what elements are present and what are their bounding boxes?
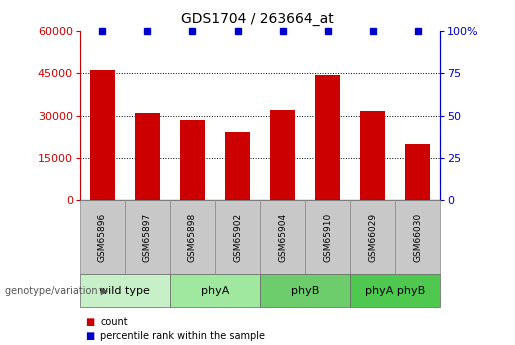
Text: GSM65904: GSM65904 <box>278 213 287 262</box>
Text: GSM65898: GSM65898 <box>188 213 197 262</box>
Text: GSM65896: GSM65896 <box>98 213 107 262</box>
Text: GSM66030: GSM66030 <box>414 213 422 262</box>
Text: GSM65910: GSM65910 <box>323 213 332 262</box>
Bar <box>180 120 205 200</box>
Bar <box>270 110 295 200</box>
Text: count: count <box>100 317 128 327</box>
Text: ■: ■ <box>85 332 94 341</box>
Bar <box>405 144 430 200</box>
Text: GSM66029: GSM66029 <box>368 213 377 262</box>
Text: genotype/variation ▶: genotype/variation ▶ <box>5 286 108 296</box>
Text: phyA phyB: phyA phyB <box>365 286 425 296</box>
Text: wild type: wild type <box>99 286 150 296</box>
Text: GSM65902: GSM65902 <box>233 213 242 262</box>
Bar <box>135 113 160 200</box>
Text: phyB: phyB <box>291 286 319 296</box>
Bar <box>360 111 385 200</box>
Text: GDS1704 / 263664_at: GDS1704 / 263664_at <box>181 12 334 26</box>
Bar <box>315 75 340 200</box>
Bar <box>225 132 250 200</box>
Text: phyA: phyA <box>201 286 229 296</box>
Bar <box>90 70 115 200</box>
Text: GSM65897: GSM65897 <box>143 213 152 262</box>
Text: percentile rank within the sample: percentile rank within the sample <box>100 332 265 341</box>
Text: ■: ■ <box>85 317 94 327</box>
